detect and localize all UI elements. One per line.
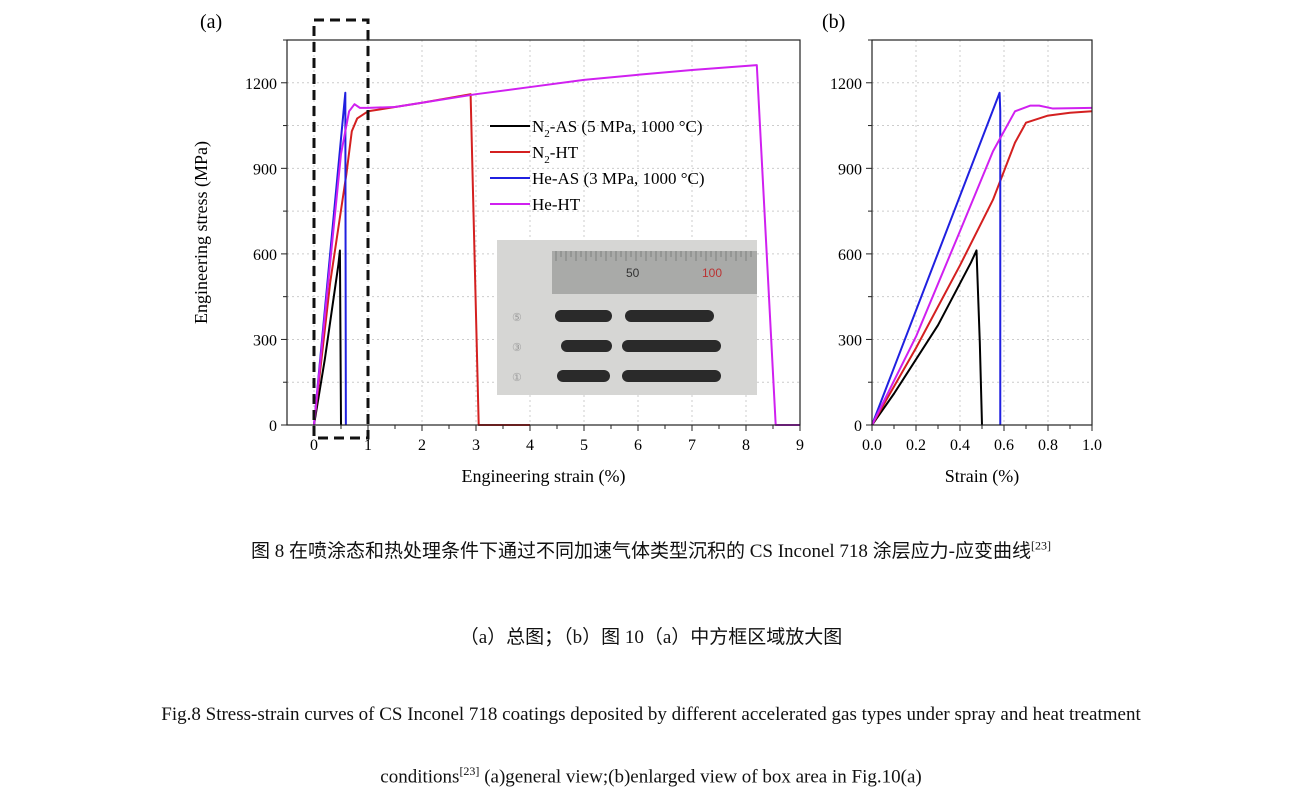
panel-0: 0 1 2 3 4 5 6 7 8 9 0 300 600 900 1200 Engineering stra…	[191, 11, 804, 487]
specimen-mark: ⑤	[512, 312, 522, 324]
y-tick-label: 900	[253, 161, 277, 178]
series-line-he-ht	[313, 64, 800, 426]
series-line-he-as	[871, 91, 1002, 426]
y-tick-label: 0	[269, 418, 277, 435]
x-tick-label: 1.0	[1082, 437, 1102, 454]
y-tick-label: 300	[253, 332, 277, 349]
panel-label: (a)	[200, 11, 222, 33]
series-line-n2-as	[313, 249, 342, 426]
x-tick-label: 0	[310, 437, 318, 454]
panel-1: 0.0 0.2 0.4 0.6 0.8 1.0 0 300 600 900 1200 Strain (…	[822, 11, 1102, 487]
specimen	[625, 310, 714, 322]
legend-text: He-HT	[532, 195, 581, 214]
caption-en-line2a: conditions	[380, 766, 460, 788]
caption-en-ref: [23]	[459, 764, 480, 778]
legend-entry: He-AS (3 MPa, 1000 °C)	[532, 169, 705, 188]
x-tick-label: 5	[580, 437, 588, 454]
x-axis-label: Strain (%)	[945, 466, 1019, 487]
x-tick-label: 0.8	[1038, 437, 1058, 454]
series-line-n2-as	[871, 249, 983, 426]
x-tick-label: 6	[634, 437, 642, 454]
x-tick-label: 9	[796, 437, 804, 454]
x-tick-label: 4	[526, 437, 534, 454]
series-line-he-ht	[871, 104, 1093, 426]
x-tick-label: 3	[472, 437, 480, 454]
specimen	[622, 340, 721, 352]
legend-text: N	[532, 117, 544, 136]
figure-svg: 0 1 2 3 4 5 6 7 8 9 0 300 600 900 1200 Engineering stra…	[191, 11, 1102, 487]
x-tick-label: 0.2	[906, 437, 926, 454]
y-tick-label: 1200	[245, 76, 277, 93]
caption-en-line2: conditions[23] (a)general view;(b)enlarg…	[0, 764, 1302, 788]
specimen-mark: ①	[512, 372, 522, 384]
y-tick-label: 600	[253, 247, 277, 264]
x-tick-label: 7	[688, 437, 696, 454]
specimen-mark: ③	[512, 342, 522, 354]
specimen	[561, 340, 612, 352]
caption-zh-title: 图 8 在喷涂态和热处理条件下通过不同加速气体类型沉积的 CS Inconel …	[0, 536, 1302, 563]
legend-text-rest: -HT	[550, 143, 579, 162]
plot-frame	[286, 39, 801, 426]
x-axis-label: Engineering strain (%)	[462, 466, 626, 487]
x-tick-label: 0.6	[994, 437, 1014, 454]
legend-subscript: 2	[544, 128, 550, 140]
y-axis-label: Engineering stress (MPa)	[191, 141, 212, 324]
y-tick-label: 600	[838, 247, 862, 264]
legend-entry: He-HT	[532, 195, 581, 214]
ruler-label: 100	[702, 266, 722, 280]
caption-zh-sub: （a）总图；（b）图 10（a）中方框区域放大图	[459, 627, 843, 648]
ruler-label: 50	[626, 266, 640, 280]
inset-photo: 50 100 ⑤ ③ ①	[497, 240, 757, 395]
legend-text: He-AS (3 MPa, 1000 °C)	[532, 169, 705, 188]
legend-entry: N2-AS (5 MPa, 1000 °C)	[532, 117, 703, 140]
caption-en-line2b: (a)general view;(b)enlarged view of box …	[479, 766, 922, 788]
legend-subscript: 2	[544, 154, 550, 166]
y-tick-label: 300	[838, 332, 862, 349]
specimen	[555, 310, 612, 322]
x-tick-label: 8	[742, 437, 750, 454]
x-tick-label: 0.0	[862, 437, 882, 454]
legend-entry: N2-HT	[532, 143, 579, 166]
legend-text: N	[532, 143, 544, 162]
zoom-region-box	[312, 18, 370, 440]
caption-en-line1: Fig.8 Stress-strain curves of CS Inconel…	[161, 704, 1141, 725]
x-tick-label: 2	[418, 437, 426, 454]
panel-label: (b)	[822, 11, 845, 33]
specimen	[557, 370, 610, 382]
x-tick-label: 1	[364, 437, 372, 454]
x-tick-label: 0.4	[950, 437, 970, 454]
y-tick-label: 1200	[830, 76, 862, 93]
series-line-n2-ht	[871, 110, 1093, 426]
caption-zh-title-text: 图 8 在喷涂态和热处理条件下通过不同加速气体类型沉积的 CS Inconel …	[250, 541, 1032, 562]
y-tick-label: 0	[854, 418, 862, 435]
caption-zh-ref: [23]	[1031, 538, 1052, 553]
y-tick-label: 900	[838, 161, 862, 178]
legend-text-rest: -AS (5 MPa, 1000 °C)	[550, 117, 703, 136]
specimen	[622, 370, 721, 382]
